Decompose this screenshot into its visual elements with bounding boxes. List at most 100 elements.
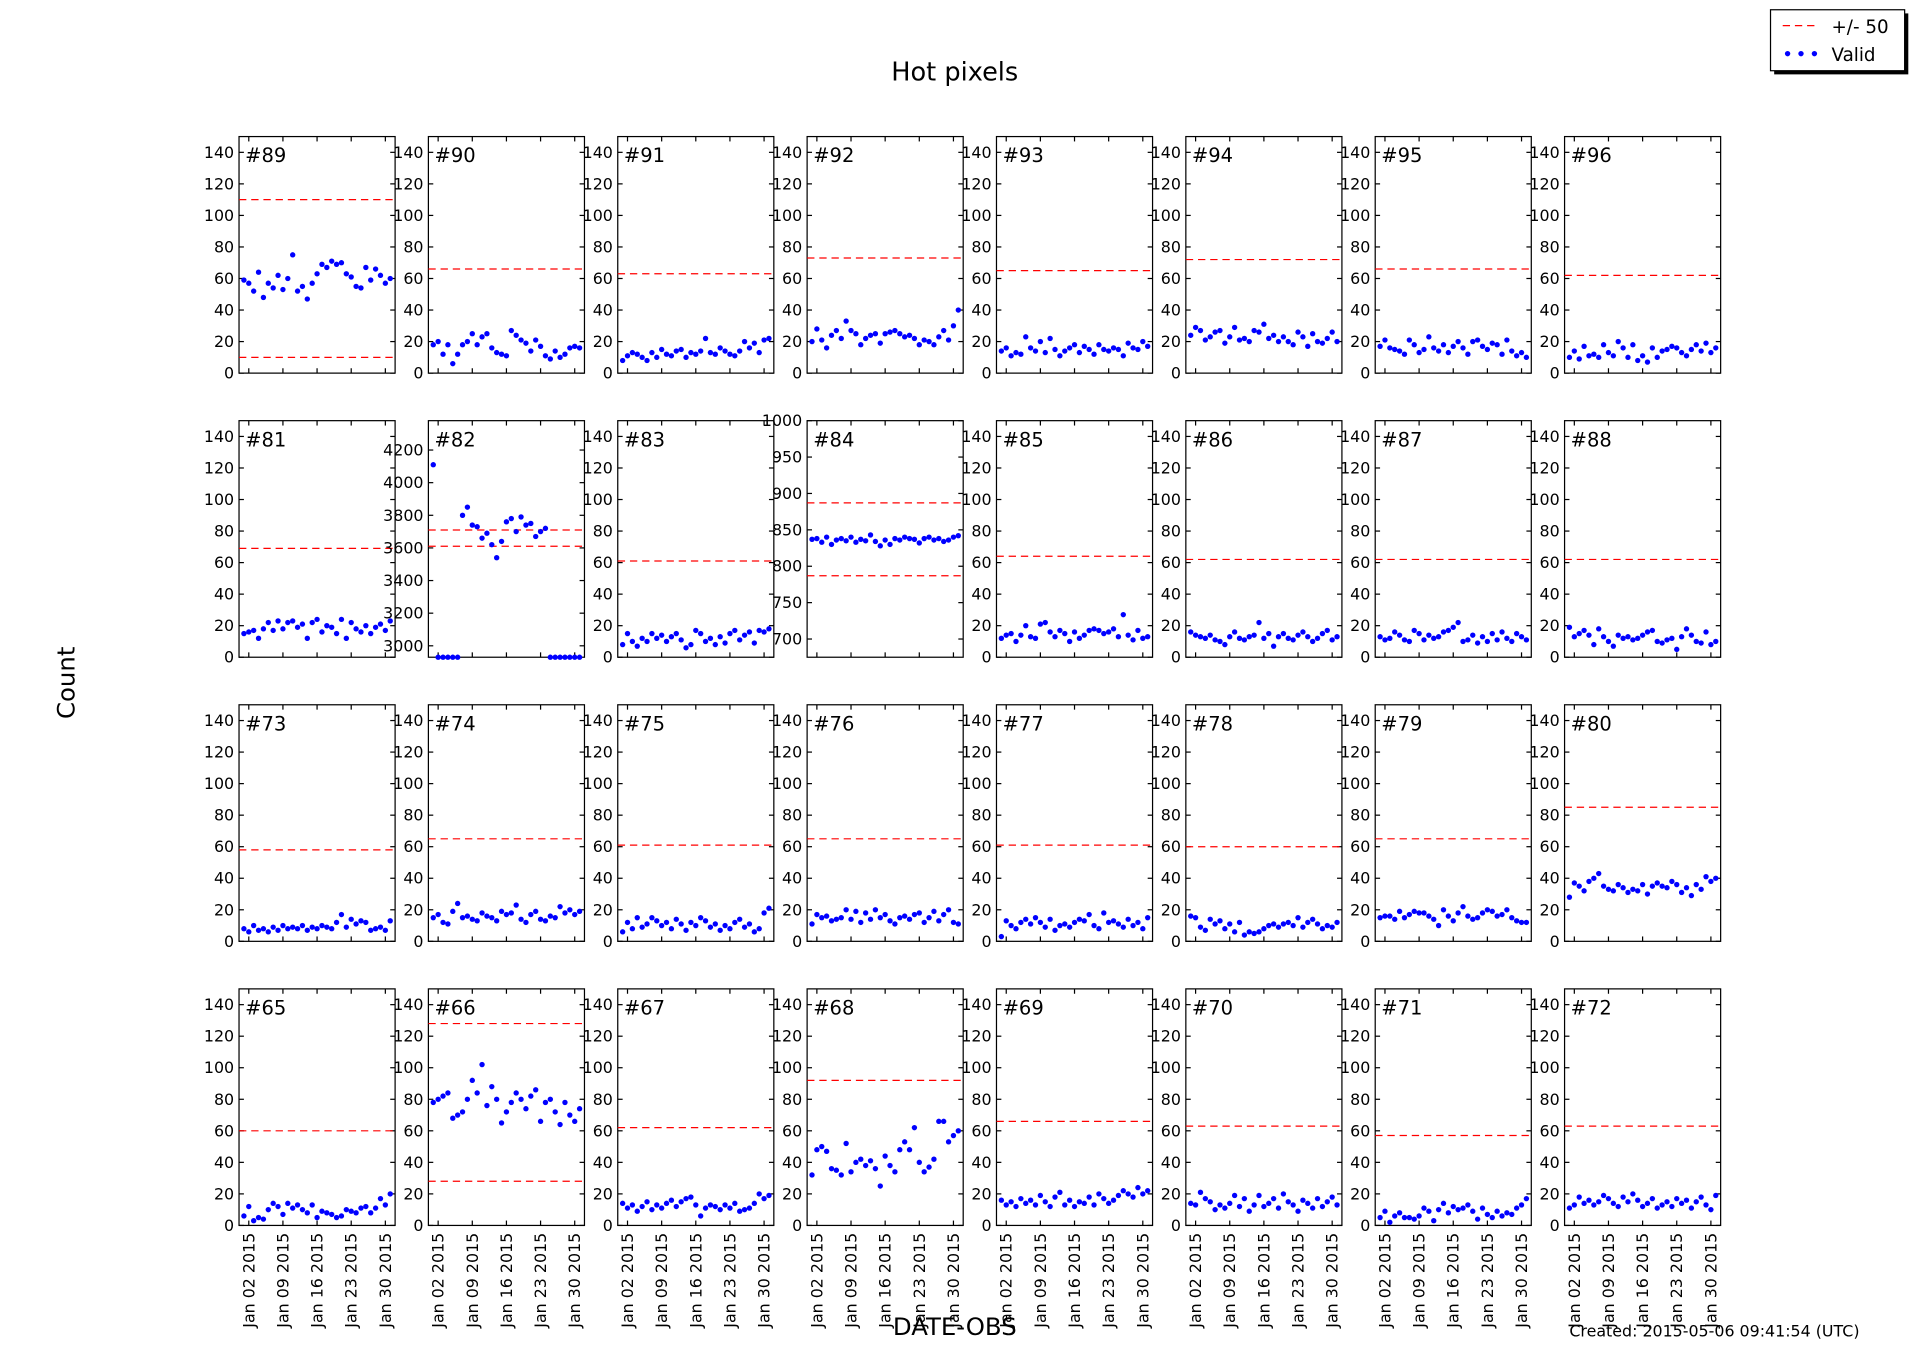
- y-tick-label: 100: [1151, 206, 1181, 225]
- y-tick-label: 60: [214, 1121, 234, 1140]
- point: [741, 338, 748, 345]
- y-tick-label: 40: [1540, 585, 1560, 604]
- point: [1470, 632, 1476, 638]
- point: [1698, 1194, 1704, 1200]
- point: [1256, 1192, 1262, 1199]
- point: [1140, 1191, 1146, 1197]
- point: [464, 1096, 471, 1102]
- point: [1518, 1202, 1525, 1208]
- point: [936, 918, 942, 924]
- point: [1387, 913, 1393, 919]
- point: [1115, 634, 1122, 640]
- point: [862, 910, 869, 916]
- point: [324, 264, 330, 271]
- point: [1076, 349, 1083, 356]
- point: [1683, 353, 1690, 359]
- y-tick-label: 0: [982, 648, 992, 667]
- y-tick-label: 3600: [383, 538, 423, 557]
- point: [319, 922, 325, 929]
- y-tick-label: 40: [1161, 1153, 1181, 1172]
- y-tick-label: 0: [1360, 932, 1370, 951]
- point: [872, 331, 879, 337]
- point: [732, 919, 738, 926]
- point: [1319, 926, 1326, 932]
- point: [329, 624, 335, 630]
- point: [459, 512, 466, 518]
- x-tick-label: Jan 16 2015: [1065, 1233, 1084, 1329]
- point: [513, 902, 519, 908]
- point: [479, 1061, 485, 1068]
- y-tick-label: 40: [593, 1153, 613, 1172]
- point: [1280, 334, 1287, 340]
- point: [1324, 1199, 1330, 1205]
- point: [1057, 1189, 1063, 1195]
- point: [838, 1172, 844, 1178]
- y-tick-label: 80: [593, 1090, 613, 1109]
- y-tick-label: 20: [403, 900, 423, 919]
- point: [1484, 907, 1491, 913]
- point: [333, 630, 340, 637]
- point: [697, 914, 704, 921]
- point: [1639, 353, 1646, 359]
- point: [464, 504, 471, 510]
- point: [1455, 338, 1461, 345]
- panel-label: #96: [1571, 144, 1612, 167]
- point: [1130, 345, 1136, 351]
- point: [1683, 885, 1690, 891]
- point: [518, 514, 524, 520]
- y-tick-label: 120: [583, 743, 613, 762]
- point: [1615, 1203, 1621, 1210]
- point: [629, 349, 636, 356]
- y-tick-label: 120: [1151, 458, 1181, 477]
- y-tick-label: 140: [772, 995, 802, 1014]
- point: [955, 1128, 961, 1134]
- point: [1610, 1200, 1617, 1207]
- point: [916, 540, 922, 546]
- point: [552, 914, 558, 921]
- point: [1130, 922, 1136, 929]
- point: [1071, 342, 1078, 348]
- point: [654, 354, 660, 361]
- point: [343, 271, 350, 277]
- y-tick-label: 750: [772, 593, 802, 612]
- point: [246, 1203, 252, 1210]
- point: [567, 345, 573, 351]
- point: [1197, 1189, 1204, 1195]
- point: [567, 654, 573, 660]
- point: [1411, 627, 1417, 634]
- y-tick-label: 20: [1161, 1184, 1181, 1203]
- point: [1066, 1197, 1073, 1203]
- point: [1411, 342, 1417, 348]
- point: [1319, 630, 1326, 637]
- panel-label: #86: [1192, 428, 1233, 451]
- point: [867, 532, 874, 538]
- point: [1605, 886, 1612, 892]
- point: [1105, 348, 1112, 354]
- point: [1435, 348, 1442, 354]
- point: [1057, 353, 1063, 359]
- point: [1664, 885, 1670, 891]
- point: [382, 280, 389, 286]
- y-tick-label: 80: [971, 237, 991, 256]
- x-tick-label: Jan 02 2015: [997, 1233, 1016, 1329]
- point: [324, 1210, 330, 1216]
- point: [921, 535, 927, 542]
- point: [619, 641, 626, 648]
- point: [562, 910, 568, 916]
- point: [1256, 329, 1262, 335]
- point: [435, 654, 441, 660]
- y-tick-label: 140: [772, 711, 802, 730]
- point: [537, 343, 544, 349]
- point: [1314, 635, 1321, 641]
- point: [809, 536, 815, 542]
- y-tick-label: 20: [1540, 332, 1560, 351]
- x-tick-label: Jan 30 2015: [944, 1233, 963, 1329]
- point: [838, 535, 844, 542]
- point: [479, 535, 485, 541]
- point: [1295, 914, 1301, 921]
- point: [1421, 346, 1427, 353]
- point: [693, 1202, 699, 1208]
- point: [1305, 634, 1311, 640]
- point: [1518, 919, 1525, 926]
- point: [766, 1192, 772, 1199]
